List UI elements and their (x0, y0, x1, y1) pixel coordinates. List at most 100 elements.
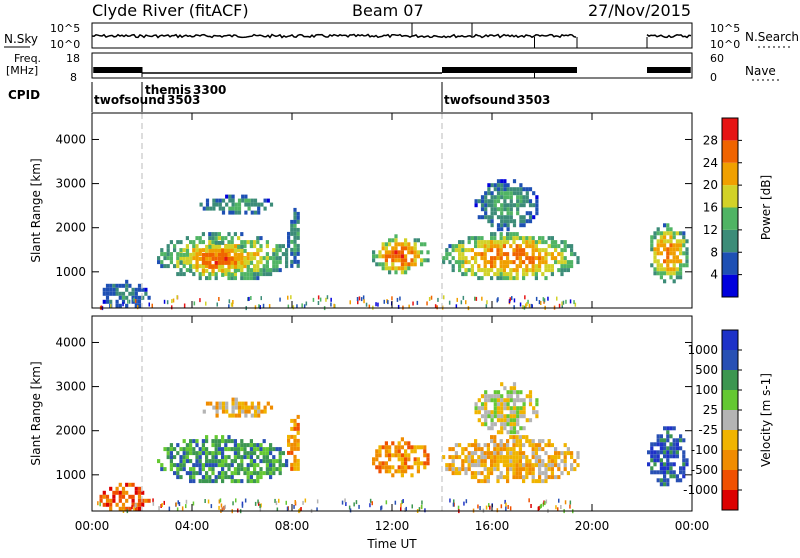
scatter-cell (480, 268, 484, 273)
scatter-cell (509, 244, 513, 249)
scatter-cell (278, 244, 282, 249)
scatter-cell (160, 467, 164, 472)
scatter-cell (201, 451, 205, 456)
scatter-cell (486, 244, 490, 249)
scatter-cell (493, 272, 497, 277)
scatter-cell (125, 498, 129, 503)
scatter-cell (474, 459, 478, 464)
scatter-cell (381, 254, 385, 259)
scatter-cell (515, 439, 519, 444)
scatter-cell (214, 260, 218, 265)
scatter-cell (407, 445, 411, 450)
scatter-cell (483, 459, 487, 464)
scatter-cell (496, 256, 500, 261)
scatter-cell (404, 246, 408, 251)
scatter-cell (522, 414, 526, 419)
scatter-cell (128, 506, 132, 511)
scatter-cell (296, 458, 300, 463)
scatter-cell (208, 252, 212, 257)
scatter-cell (487, 410, 491, 415)
scatter-cell (115, 486, 119, 491)
scatter-cell (486, 443, 490, 448)
ground-scatter-cell (449, 498, 451, 503)
scatter-cell (490, 244, 494, 249)
colorbar-frame (721, 329, 739, 511)
scatter-cell (105, 498, 110, 503)
scatter-cell (496, 475, 500, 480)
scatter-cell (131, 291, 135, 296)
scatter-cell (474, 406, 478, 411)
scatter-cell (573, 459, 577, 464)
scatter-cell (265, 252, 269, 257)
scatter-cell (675, 271, 679, 276)
scatter-cell (487, 426, 491, 431)
scatter-cell (500, 191, 504, 196)
scatter-cell (500, 422, 504, 427)
ground-scatter-cell (276, 507, 279, 512)
scatter-cell (487, 394, 491, 399)
nsearch-tick-top: 10^5 (710, 22, 741, 35)
scatter-cell (102, 490, 106, 495)
scatter-cell (458, 467, 462, 472)
scatter-cell (534, 264, 538, 269)
scatter-cell (262, 256, 266, 261)
scatter-cell (112, 498, 116, 503)
colorbar-tick-label: 8 (710, 245, 718, 259)
scatter-cell (240, 252, 244, 257)
scatter-cell (547, 467, 551, 472)
scatter-cell (221, 467, 225, 472)
scatter-cell (563, 264, 567, 269)
scatter-cell (512, 252, 516, 257)
scatter-cell (278, 256, 282, 261)
scatter-cell (541, 272, 545, 277)
scatter-cell (217, 459, 221, 464)
scatter-cell (666, 454, 670, 459)
scatter-cell (528, 463, 532, 468)
scatter-cell (281, 252, 285, 257)
scatter-cell (246, 443, 250, 448)
scatter-cell (169, 455, 173, 460)
scatter-cell (246, 467, 250, 472)
scatter-cell (182, 272, 186, 277)
scatter-cell (672, 470, 676, 475)
scatter-cell (490, 219, 494, 224)
ground-scatter-cell (221, 507, 224, 512)
scatter-cell (663, 235, 667, 240)
scatter-cell (532, 406, 536, 411)
scatter-cell (509, 236, 513, 241)
ground-scatter-cell (223, 505, 225, 510)
scatter-cell (296, 438, 300, 443)
scatter-cell (296, 430, 300, 435)
scatter-cell (512, 236, 516, 241)
scatter-cell (512, 203, 517, 208)
scatter-cell (394, 270, 398, 275)
scatter-cell (503, 414, 507, 419)
scatter-cell (516, 199, 520, 204)
scatter-cell (423, 242, 427, 247)
scatter-cell (653, 470, 657, 475)
scatter-cell (464, 260, 468, 265)
scatter-cell (534, 276, 538, 281)
scatter-cell (407, 457, 411, 462)
nave-label: Nave (745, 64, 776, 78)
scatter-cell (163, 256, 167, 261)
scatter-cell (224, 455, 228, 460)
scatter-cell (525, 240, 529, 245)
scatter-cell (214, 435, 218, 440)
scatter-cell (293, 255, 297, 260)
scatter-cell (653, 259, 657, 264)
scatter-cell (231, 409, 235, 414)
scatter-cell (199, 202, 203, 207)
scatter-cell (388, 465, 392, 470)
scatter-cell (653, 458, 657, 463)
scatter-cell (528, 418, 533, 423)
scatter-cell (272, 463, 276, 468)
scatter-cell (493, 410, 497, 415)
scatter-cell (493, 203, 497, 208)
scatter-cell (272, 264, 276, 269)
scatter-cell (173, 264, 177, 269)
ground-scatter-cell (405, 506, 407, 511)
scatter-cell (547, 475, 551, 480)
scatter-cell (669, 271, 673, 276)
scatter-cell (272, 471, 276, 476)
